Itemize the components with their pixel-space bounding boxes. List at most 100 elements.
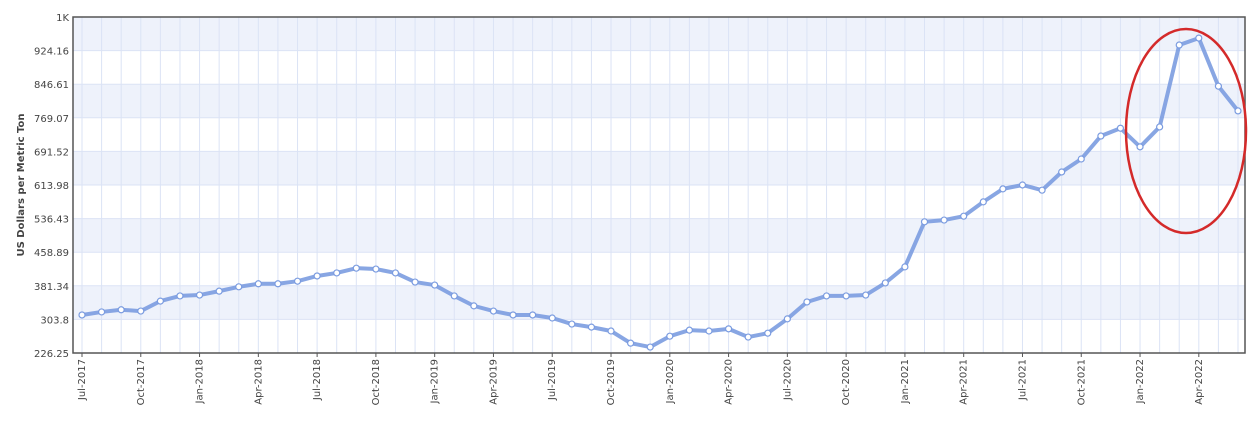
plot-frame [72,16,1246,354]
data-point [450,292,458,300]
highlight-ellipse [1124,27,1248,235]
y-tick-label: 769.07 [34,114,69,125]
data-point [235,283,243,291]
y-tick-label: 303.8 [40,315,69,326]
x-tick-label: Oct-2018 [371,359,382,405]
data-point [705,327,713,335]
data-point [391,269,400,277]
y-tick-label: 458.89 [34,248,69,259]
x-tick-label: Jan-2018 [195,359,206,404]
data-point [431,281,439,289]
grid-band [73,285,1245,320]
x-tick-label: Jan-2021 [900,359,911,404]
marks [78,34,1242,351]
data-point [1097,132,1105,140]
data-point [901,263,909,271]
y-tick-label: 226.25 [34,349,69,360]
data-point [489,307,498,315]
x-tick-label: Jul-2021 [1017,359,1028,401]
data-point [333,269,341,277]
data-point [842,292,850,300]
data-point [1136,143,1144,151]
data-point [627,339,635,347]
x-tick-label: Jul-2019 [547,359,558,401]
data-point [666,332,674,340]
x-tick-label: Oct-2020 [841,359,852,405]
data-point [215,287,223,295]
data-point [1214,82,1223,90]
x-tick-label: Oct-2019 [606,359,617,405]
data-point [783,315,791,323]
grid-band [73,151,1245,185]
grid-band [73,218,1245,253]
data-point [548,314,556,322]
data-point [509,311,517,319]
y-axis-label: US Dollars per Metric Ton [16,113,27,256]
data-point [293,277,302,285]
data-point [960,212,968,220]
data-point [274,280,282,288]
x-tick-label: Apr-2019 [488,359,499,405]
data-point [999,185,1007,193]
x-tick-label: Oct-2017 [136,359,147,405]
data-point [1116,124,1125,132]
data-point [940,216,948,224]
data-point [979,198,987,206]
data-point [117,306,125,314]
x-tick-label: Jul-2017 [77,359,88,401]
data-point [1018,181,1027,189]
data-point [724,325,733,333]
x-tick-label: Apr-2021 [959,359,970,405]
data-point [411,278,419,286]
x-tick-label: Jul-2020 [782,359,793,401]
data-point [156,297,164,305]
data-point [352,264,360,272]
x-tick-label: Apr-2020 [724,359,735,405]
data-point [744,333,752,341]
data-point [646,343,654,351]
x-tick-label: Jan-2020 [665,359,676,404]
grid-band [73,84,1245,118]
x-tick-label: Oct-2021 [1076,359,1087,405]
data-point [470,302,478,310]
x-tick-label: Jul-2018 [312,359,323,401]
y-tick-label: 924.16 [34,47,69,58]
data-point [78,311,86,319]
data-point [862,291,870,299]
data-point [1077,155,1085,163]
data-point [195,291,204,299]
data-point [529,311,537,319]
y-tick-label: 691.52 [34,147,69,158]
data-point [97,308,106,316]
data-point [1058,168,1066,176]
data-point [881,279,889,287]
x-tick-label: Jan-2022 [1135,359,1146,404]
x-tick-label: Apr-2022 [1194,359,1205,405]
y-tick-label: 846.61 [34,80,69,91]
data-point [568,320,576,328]
data-point [822,292,831,300]
data-point [372,265,380,273]
y-tick-label: 536.43 [34,215,69,226]
data-point [1195,34,1203,42]
data-point [685,326,693,334]
x-tick-label: Apr-2018 [253,359,264,405]
plot-background [73,17,1245,320]
grid-band [73,17,1245,51]
data-point [764,329,772,337]
data-point [254,280,262,288]
data-point [1156,123,1164,131]
y-tick-label: 613.98 [34,181,69,192]
x-tick-label: Jan-2019 [430,359,441,404]
y-tick-label: 1K [56,13,69,24]
data-point [1234,107,1242,115]
data-point [1038,186,1046,194]
y-tick-label: 381.34 [34,282,69,293]
data-point [1175,41,1183,49]
data-point [607,327,615,335]
data-point [313,272,321,280]
data-point [920,218,929,226]
data-point [137,307,145,315]
data-point [176,292,184,300]
